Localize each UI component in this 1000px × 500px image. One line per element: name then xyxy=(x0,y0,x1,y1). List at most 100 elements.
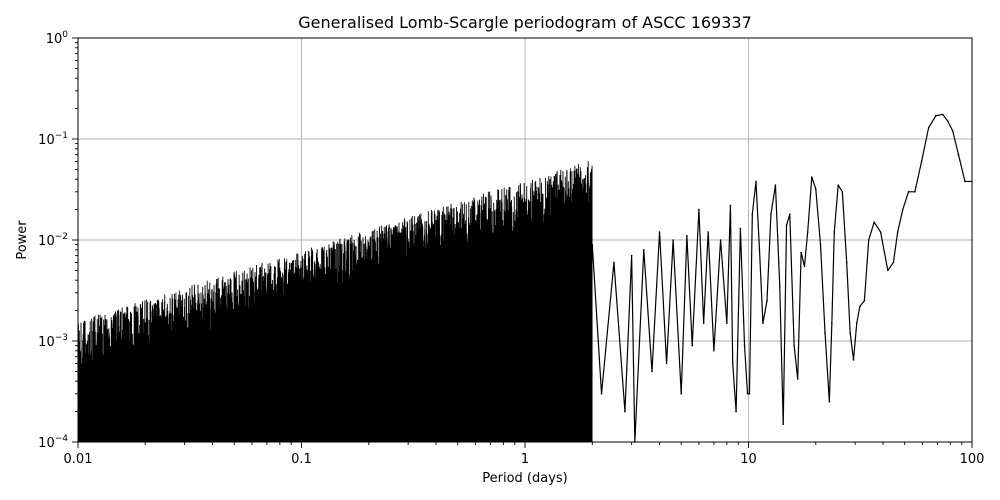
data-point xyxy=(824,332,826,334)
y-tick-label: 10−2 xyxy=(38,232,68,249)
data-point xyxy=(957,153,960,156)
y-tick-base: 10 xyxy=(38,436,55,451)
data-point xyxy=(879,231,882,233)
data-point xyxy=(901,208,904,211)
y-tick-exponent: −1 xyxy=(55,131,68,141)
data-point xyxy=(803,265,806,268)
data-point xyxy=(762,322,764,325)
chart-title: Generalised Lomb-Scargle periodogram of … xyxy=(298,13,752,32)
data-point xyxy=(758,248,761,251)
y-tick-exponent: −2 xyxy=(55,232,68,242)
data-point xyxy=(707,231,709,233)
x-tick-label: 1 xyxy=(521,452,529,467)
data-point xyxy=(739,227,742,230)
y-tick-exponent: 0 xyxy=(62,30,68,40)
y-axis-label: Power xyxy=(15,220,30,260)
data-point xyxy=(855,322,858,325)
data-point xyxy=(651,370,653,373)
data-point xyxy=(849,332,851,334)
data-point xyxy=(713,349,715,352)
data-point xyxy=(796,378,799,380)
data-point xyxy=(927,126,930,129)
data-point xyxy=(735,410,737,413)
data-point xyxy=(867,239,870,241)
data-point xyxy=(947,120,949,123)
data-point xyxy=(941,113,944,116)
data-point xyxy=(788,213,791,216)
x-tick-label: 0.1 xyxy=(291,452,312,467)
data-point xyxy=(841,191,844,193)
y-tick-label: 10−3 xyxy=(38,333,68,350)
data-point xyxy=(831,322,833,325)
y-tick-base: 10 xyxy=(38,133,55,148)
data-point xyxy=(845,261,848,264)
data-point xyxy=(774,184,777,186)
data-point xyxy=(811,176,813,178)
data-point xyxy=(914,191,916,193)
data-point xyxy=(698,208,700,211)
data-point xyxy=(935,114,937,117)
data-point xyxy=(691,344,694,347)
data-point xyxy=(800,251,802,254)
data-point xyxy=(680,393,683,395)
data-point xyxy=(726,322,728,325)
data-point xyxy=(837,184,840,186)
data-point xyxy=(920,160,923,163)
y-tick-exponent: −4 xyxy=(55,434,69,444)
data-point xyxy=(686,235,688,237)
data-point xyxy=(642,248,645,251)
data-point xyxy=(896,231,899,233)
data-point xyxy=(793,344,795,347)
y-tick-label: 10−4 xyxy=(38,434,68,451)
short-period-noise-band xyxy=(77,161,593,442)
data-point xyxy=(863,300,866,302)
data-point xyxy=(729,204,732,207)
data-point xyxy=(964,180,966,183)
data-point xyxy=(852,359,855,361)
data-point xyxy=(731,362,734,365)
data-point xyxy=(702,322,705,325)
data-point xyxy=(782,423,785,426)
data-point xyxy=(907,191,910,193)
data-point xyxy=(873,221,875,224)
data-point xyxy=(748,393,751,395)
y-tick-base: 10 xyxy=(38,335,55,350)
data-point xyxy=(746,393,749,395)
data-point xyxy=(665,362,668,365)
data-point xyxy=(833,231,836,233)
data-point xyxy=(887,269,889,272)
data-point xyxy=(719,239,722,241)
data-point xyxy=(672,239,674,241)
data-point xyxy=(806,231,809,233)
y-tick-base: 10 xyxy=(46,32,63,47)
data-point xyxy=(892,261,895,264)
data-point xyxy=(630,254,633,257)
x-tick-label: 10 xyxy=(740,452,757,467)
data-point xyxy=(624,410,626,413)
periodogram-line xyxy=(591,113,972,443)
data-point xyxy=(770,213,772,216)
data-point xyxy=(778,285,781,287)
data-point xyxy=(785,224,788,227)
y-tick-label: 100 xyxy=(46,30,69,47)
x-axis-label: Period (days) xyxy=(482,471,568,486)
data-point xyxy=(828,401,831,403)
data-point xyxy=(613,261,615,264)
data-point xyxy=(951,130,954,132)
data-point xyxy=(743,344,746,347)
y-tick-exponent: −3 xyxy=(55,333,68,343)
x-tick-label: 0.01 xyxy=(64,452,93,467)
data-point xyxy=(658,231,661,233)
data-point xyxy=(600,393,603,395)
data-point xyxy=(814,188,817,190)
data-point xyxy=(751,213,754,216)
data-point xyxy=(819,243,822,246)
x-tick-label: 100 xyxy=(960,452,985,467)
data-point xyxy=(755,180,757,183)
y-tick-base: 10 xyxy=(38,234,55,249)
data-point xyxy=(859,305,861,308)
y-tick-label: 10−1 xyxy=(38,131,68,148)
data-point xyxy=(766,300,768,302)
